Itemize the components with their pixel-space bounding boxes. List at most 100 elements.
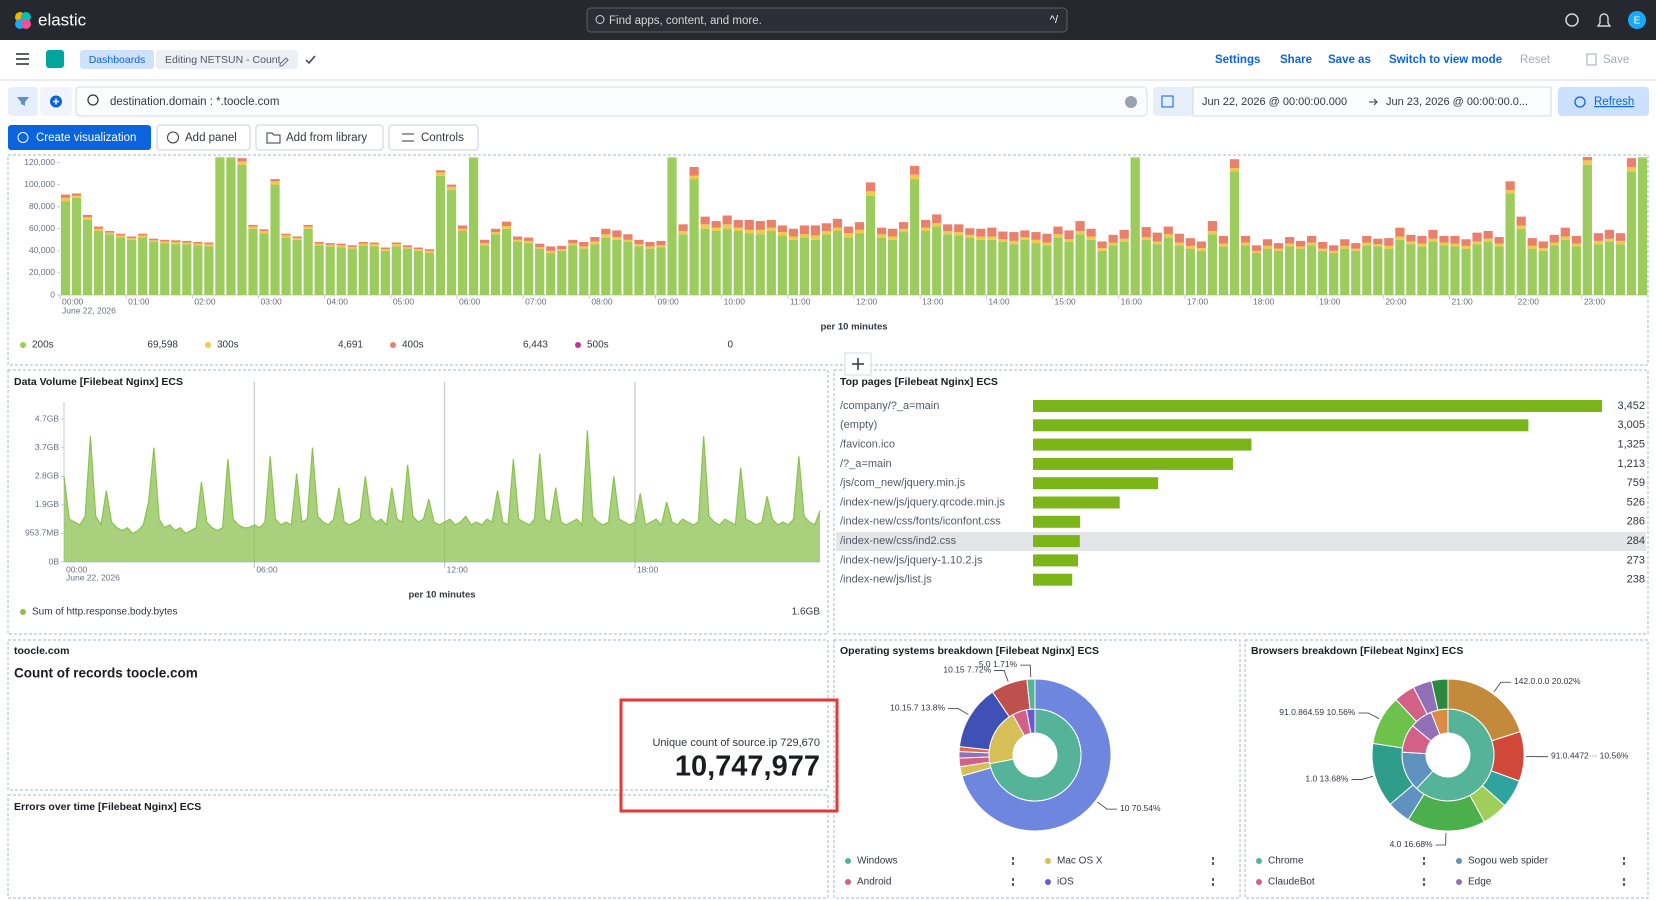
legend-label[interactable]: Mac OS X — [1057, 856, 1103, 867]
y-tick-label: 3.7GB — [35, 442, 59, 452]
button-label[interactable]: Add from library — [286, 132, 367, 144]
x-tick-label: 01:00 — [128, 296, 150, 306]
brand[interactable]: elastic — [38, 10, 87, 29]
bar-segment — [733, 230, 743, 295]
bar-segment — [105, 230, 115, 233]
bar-segment — [1262, 245, 1273, 249]
bar-segment — [1615, 233, 1626, 241]
bar-segment — [1428, 242, 1438, 295]
bar-segment — [1262, 248, 1273, 295]
help-icon[interactable] — [1565, 13, 1579, 27]
action-link[interactable]: Share — [1280, 54, 1312, 66]
bar-segment — [1064, 242, 1074, 295]
button-label[interactable]: Controls — [421, 132, 464, 144]
x-tick-label: 13:00 — [922, 296, 944, 306]
legend-label[interactable]: Android — [857, 877, 891, 888]
news-icon[interactable] — [1596, 13, 1612, 27]
category-label: /index-new/js/jquery.qrcode.min.js — [840, 496, 1005, 508]
breadcrumb-text[interactable]: Dashboards — [89, 54, 146, 66]
bar-segment — [71, 195, 82, 198]
create-visualization-button[interactable] — [8, 125, 151, 150]
legend-label[interactable]: Sogou web spider — [1468, 856, 1549, 867]
bar-segment — [821, 234, 832, 295]
date-end[interactable]: Jun 23, 2026 @ 00:00:00.0... — [1386, 96, 1528, 108]
action-link[interactable]: Save — [1603, 54, 1629, 66]
bar-segment — [1152, 232, 1162, 242]
action-link[interactable]: Save as — [1328, 54, 1371, 66]
bar-segment — [921, 227, 931, 231]
button-label[interactable]: Create visualization — [36, 132, 136, 144]
bar-segment — [1472, 241, 1482, 245]
add-from-library-button[interactable] — [255, 124, 384, 151]
legend-label[interactable]: 200s — [32, 340, 54, 351]
action-link[interactable]: Switch to view mode — [1389, 54, 1502, 66]
button-label[interactable]: Add panel — [185, 132, 237, 144]
bar-segment — [1031, 243, 1041, 295]
controls-button[interactable] — [388, 124, 479, 151]
legend-label[interactable]: Windows — [857, 856, 898, 867]
bar-segment — [446, 184, 457, 187]
slice-name: 4.0 — [1390, 839, 1402, 849]
bar-segment — [1042, 233, 1052, 243]
category-label: /company/?_a=main — [840, 400, 939, 412]
refresh-label[interactable]: Refresh — [1594, 96, 1634, 108]
legend-label[interactable]: 300s — [217, 340, 239, 351]
clear-query[interactable] — [1125, 96, 1137, 108]
legend-label[interactable]: iOS — [1057, 877, 1074, 888]
legend-label[interactable]: 400s — [402, 340, 424, 351]
slice-label: 4.0 16.68% — [1390, 839, 1433, 849]
legend-dot — [845, 858, 851, 864]
legend-label[interactable]: Edge — [1468, 877, 1492, 888]
refresh-button[interactable] — [1558, 87, 1649, 116]
check-icon[interactable] — [305, 55, 316, 65]
bar-segment — [1439, 235, 1449, 243]
edit-icon[interactable] — [279, 57, 289, 67]
legend-label[interactable]: ClaudeBot — [1268, 877, 1315, 888]
metric-heading: Count of records toocle.com — [14, 666, 198, 681]
bar-segment — [821, 230, 832, 235]
bar-segment — [380, 250, 390, 295]
bar-segment — [755, 221, 765, 230]
breadcrumb[interactable] — [80, 50, 154, 69]
bar-segment — [457, 228, 468, 231]
bar-segment — [524, 243, 534, 295]
bar-segment — [1307, 245, 1317, 295]
bar-segment — [1141, 239, 1151, 295]
date-start[interactable]: Jun 22, 2026 @ 00:00:00.000 — [1202, 96, 1347, 108]
y-tick-label: 2.8GB — [35, 471, 59, 481]
avatar[interactable] — [1628, 11, 1646, 29]
date-arrow — [1369, 98, 1378, 106]
bar-segment — [1549, 245, 1559, 295]
slice-label: 5.0 1.71% — [979, 659, 1018, 669]
legend-label[interactable]: Sum of http.response.body.bytes — [32, 607, 177, 618]
bar-segment — [1284, 237, 1295, 244]
action-link[interactable]: Settings — [1215, 54, 1260, 66]
avatar-initial: E — [1634, 16, 1641, 27]
menu-icon[interactable] — [16, 53, 29, 65]
query-bar[interactable] — [75, 86, 1148, 117]
bar-segment — [1527, 238, 1537, 246]
legend-dot — [20, 342, 26, 348]
panel-title: Data Volume [Filebeat Nginx] ECS — [14, 376, 183, 388]
legend-label[interactable]: Chrome — [1268, 856, 1304, 867]
bar-segment — [513, 236, 523, 240]
bar-segment — [876, 227, 887, 235]
bar-segment — [226, 158, 236, 295]
query-text[interactable]: destination.domain : *.toocle.com — [110, 96, 279, 108]
global-search[interactable] — [586, 7, 1068, 33]
legend-label[interactable]: 500s — [587, 340, 609, 351]
label-leader — [1493, 681, 1511, 693]
space-icon[interactable] — [46, 50, 64, 68]
bar-segment — [546, 246, 556, 251]
bar-segment — [722, 228, 732, 295]
bar-segment — [667, 158, 677, 295]
area-line — [63, 430, 821, 535]
bar-segment — [259, 233, 269, 295]
action-link[interactable]: Reset — [1520, 54, 1551, 66]
bar-segment — [1472, 244, 1482, 295]
bar-segment — [557, 245, 567, 250]
bar-segment — [899, 222, 909, 229]
search-icon — [595, 15, 605, 24]
add-panel-button[interactable] — [156, 124, 251, 151]
